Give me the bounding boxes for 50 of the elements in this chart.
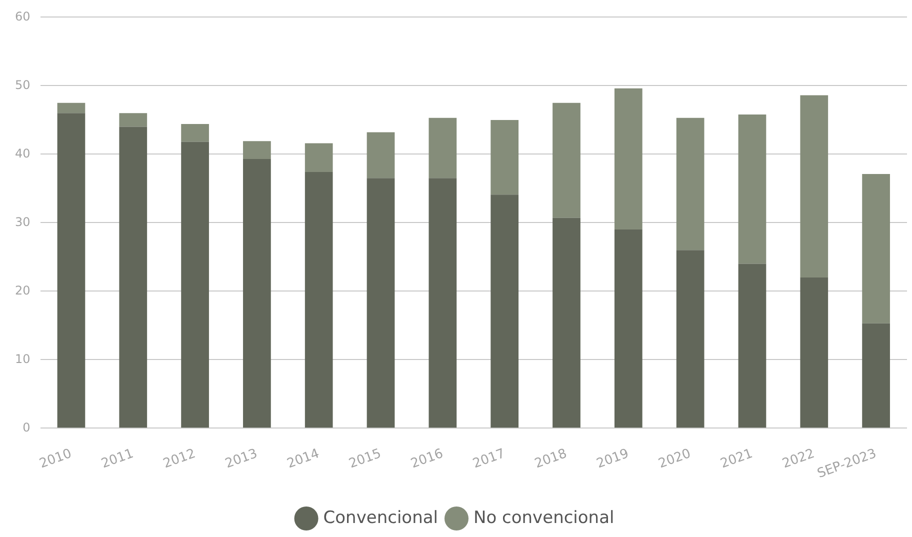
bar [490,194,519,428]
x-tick-label: 2010 [38,446,74,472]
bar [676,250,704,428]
bar [366,178,395,428]
bar [119,113,148,127]
bar [676,118,704,250]
bar [552,218,580,428]
bar [304,143,333,172]
x-tick-label: 2013 [223,446,260,472]
y-tick-label: 60 [14,9,30,24]
y-tick-label: 30 [14,214,30,229]
bar [862,323,890,428]
bar [614,230,642,428]
bar [800,277,828,428]
bar [57,102,86,114]
bar [119,126,148,428]
bar [614,88,642,230]
x-tick-label: 2012 [161,446,198,472]
bar [304,172,333,428]
y-tick-label: 20 [14,283,30,298]
bar [738,264,766,428]
legend-label: No convencional [474,508,614,528]
x-tick-label: 2021 [718,446,755,472]
legend-label: Convencional [323,508,438,528]
y-tick-label: 10 [14,352,30,366]
x-tick-label: 2018 [532,446,570,472]
x-tick-label: 2017 [470,446,508,472]
x-tick-label: 2014 [285,446,322,472]
x-tick-label: 2016 [409,446,446,472]
bar [428,118,457,178]
y-tick-label: 0 [22,420,30,434]
bar [243,141,271,159]
bar [366,132,395,178]
x-tick-label: 2011 [99,446,136,472]
bar [181,142,209,428]
bar [552,102,580,218]
bar [490,120,519,195]
x-tick-label: 2019 [594,446,631,472]
y-tick-label: 40 [14,146,30,160]
bar [181,124,209,142]
x-tick-label: 2020 [656,446,693,472]
bar [57,113,86,428]
y-tick-label: 50 [14,78,30,92]
bar [862,174,890,324]
bar [243,158,271,428]
bar [800,95,828,278]
x-tick-label: 2015 [347,446,384,472]
bar [738,114,766,264]
bar [428,178,457,428]
x-tick-label: 2022 [780,446,817,472]
